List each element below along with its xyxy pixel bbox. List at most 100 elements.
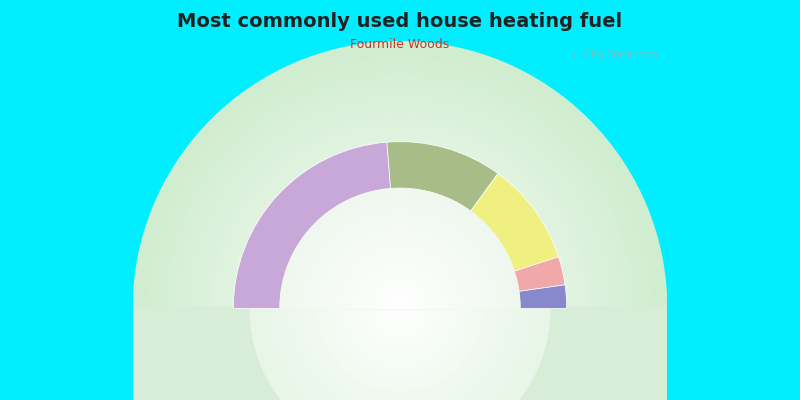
Wedge shape bbox=[378, 286, 422, 330]
Wedge shape bbox=[384, 292, 416, 308]
Wedge shape bbox=[380, 288, 420, 308]
Wedge shape bbox=[235, 144, 565, 400]
Wedge shape bbox=[328, 236, 472, 308]
Wedge shape bbox=[250, 308, 550, 400]
Wedge shape bbox=[218, 126, 582, 400]
Wedge shape bbox=[174, 82, 626, 400]
Wedge shape bbox=[396, 304, 404, 308]
Wedge shape bbox=[240, 148, 560, 400]
Wedge shape bbox=[342, 250, 458, 366]
Wedge shape bbox=[352, 260, 448, 308]
Wedge shape bbox=[355, 308, 445, 353]
Wedge shape bbox=[368, 276, 432, 308]
Wedge shape bbox=[372, 280, 428, 308]
Bar bbox=[134, 307, 666, 400]
Wedge shape bbox=[325, 308, 475, 383]
Wedge shape bbox=[191, 100, 609, 400]
Wedge shape bbox=[387, 142, 498, 211]
Wedge shape bbox=[347, 308, 453, 361]
Wedge shape bbox=[160, 68, 640, 400]
Wedge shape bbox=[146, 55, 654, 400]
Wedge shape bbox=[200, 108, 600, 400]
Wedge shape bbox=[222, 130, 578, 400]
Wedge shape bbox=[395, 304, 405, 313]
Wedge shape bbox=[391, 300, 409, 317]
Wedge shape bbox=[302, 210, 498, 400]
Text: Fourmile Woods: Fourmile Woods bbox=[350, 38, 450, 51]
Wedge shape bbox=[360, 268, 440, 348]
Wedge shape bbox=[182, 90, 618, 400]
Wedge shape bbox=[234, 142, 390, 308]
Wedge shape bbox=[325, 233, 475, 384]
Wedge shape bbox=[316, 224, 484, 308]
Wedge shape bbox=[275, 184, 525, 400]
Wedge shape bbox=[186, 95, 614, 400]
Wedge shape bbox=[369, 277, 431, 340]
Wedge shape bbox=[374, 282, 426, 335]
Wedge shape bbox=[300, 208, 500, 308]
Wedge shape bbox=[292, 200, 508, 308]
Wedge shape bbox=[318, 308, 482, 391]
Wedge shape bbox=[214, 122, 586, 400]
Wedge shape bbox=[346, 255, 454, 362]
Wedge shape bbox=[334, 242, 466, 375]
Wedge shape bbox=[258, 308, 542, 400]
Wedge shape bbox=[340, 248, 460, 308]
Wedge shape bbox=[340, 308, 460, 368]
Wedge shape bbox=[370, 308, 430, 338]
Wedge shape bbox=[302, 308, 498, 400]
Wedge shape bbox=[231, 140, 569, 400]
Wedge shape bbox=[254, 162, 546, 400]
Wedge shape bbox=[151, 60, 649, 400]
Wedge shape bbox=[142, 50, 658, 400]
Wedge shape bbox=[393, 308, 407, 316]
Text: Most commonly used house heating fuel: Most commonly used house heating fuel bbox=[178, 12, 622, 31]
Wedge shape bbox=[284, 192, 516, 308]
Wedge shape bbox=[320, 228, 480, 388]
Wedge shape bbox=[155, 64, 645, 400]
Wedge shape bbox=[310, 308, 490, 398]
Text: Ⓜ City-Data.com: Ⓜ City-Data.com bbox=[574, 50, 658, 60]
Wedge shape bbox=[336, 244, 464, 308]
Wedge shape bbox=[134, 42, 666, 400]
Wedge shape bbox=[364, 272, 436, 308]
Wedge shape bbox=[324, 232, 476, 308]
Wedge shape bbox=[288, 196, 512, 308]
Wedge shape bbox=[226, 135, 574, 400]
Wedge shape bbox=[280, 308, 520, 400]
Wedge shape bbox=[348, 256, 452, 308]
Wedge shape bbox=[519, 285, 566, 308]
Wedge shape bbox=[312, 220, 488, 308]
Wedge shape bbox=[470, 174, 558, 271]
Wedge shape bbox=[356, 264, 444, 308]
Wedge shape bbox=[351, 260, 449, 357]
Wedge shape bbox=[308, 216, 492, 308]
Wedge shape bbox=[205, 113, 595, 400]
Wedge shape bbox=[306, 215, 494, 400]
Wedge shape bbox=[355, 264, 445, 353]
Wedge shape bbox=[338, 246, 462, 370]
Wedge shape bbox=[271, 180, 529, 400]
Wedge shape bbox=[165, 73, 635, 400]
Wedge shape bbox=[320, 228, 480, 308]
Wedge shape bbox=[315, 224, 485, 393]
Wedge shape bbox=[386, 295, 414, 322]
Wedge shape bbox=[249, 157, 551, 400]
Wedge shape bbox=[195, 104, 605, 400]
Wedge shape bbox=[209, 117, 591, 400]
Wedge shape bbox=[258, 166, 542, 400]
Wedge shape bbox=[365, 273, 435, 344]
Wedge shape bbox=[262, 170, 538, 400]
Wedge shape bbox=[265, 308, 535, 400]
Wedge shape bbox=[385, 308, 415, 323]
Wedge shape bbox=[138, 46, 662, 400]
Wedge shape bbox=[514, 257, 565, 292]
Wedge shape bbox=[388, 296, 412, 308]
Wedge shape bbox=[266, 175, 534, 400]
Wedge shape bbox=[376, 284, 424, 308]
Wedge shape bbox=[280, 188, 520, 400]
Wedge shape bbox=[311, 220, 489, 397]
Wedge shape bbox=[280, 188, 520, 308]
Wedge shape bbox=[289, 197, 511, 400]
Wedge shape bbox=[296, 204, 504, 308]
